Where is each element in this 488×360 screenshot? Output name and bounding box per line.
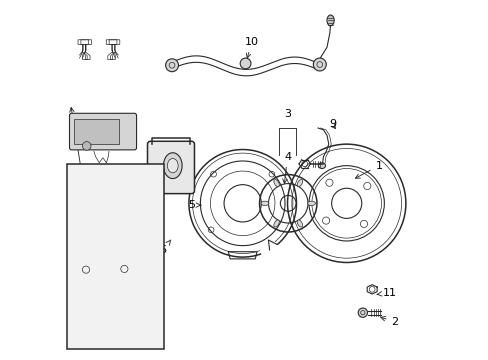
Text: 2: 2 [380,316,398,327]
Text: 4: 4 [282,152,290,183]
Text: 8: 8 [70,108,98,260]
Ellipse shape [273,220,279,227]
Text: 1: 1 [355,161,382,178]
Circle shape [240,58,250,69]
Text: 11: 11 [376,288,396,298]
Ellipse shape [318,163,325,168]
Ellipse shape [261,201,268,206]
FancyBboxPatch shape [69,113,136,150]
Ellipse shape [297,220,302,227]
Text: 6: 6 [159,240,170,255]
Circle shape [357,308,367,318]
Bar [74,119,119,144]
Ellipse shape [326,15,333,26]
Circle shape [313,58,325,71]
Polygon shape [83,261,124,270]
FancyBboxPatch shape [147,141,194,194]
Ellipse shape [273,180,279,187]
Circle shape [82,141,91,150]
Bar [67,164,163,348]
Ellipse shape [297,180,302,187]
Text: 5: 5 [188,200,201,210]
Ellipse shape [307,201,315,206]
Text: 10: 10 [244,37,258,58]
Text: 9: 9 [328,120,335,129]
Text: 3: 3 [284,109,290,119]
Polygon shape [69,257,145,282]
Ellipse shape [163,153,182,179]
Text: 7: 7 [124,288,137,298]
Circle shape [165,59,178,72]
Ellipse shape [167,158,178,173]
